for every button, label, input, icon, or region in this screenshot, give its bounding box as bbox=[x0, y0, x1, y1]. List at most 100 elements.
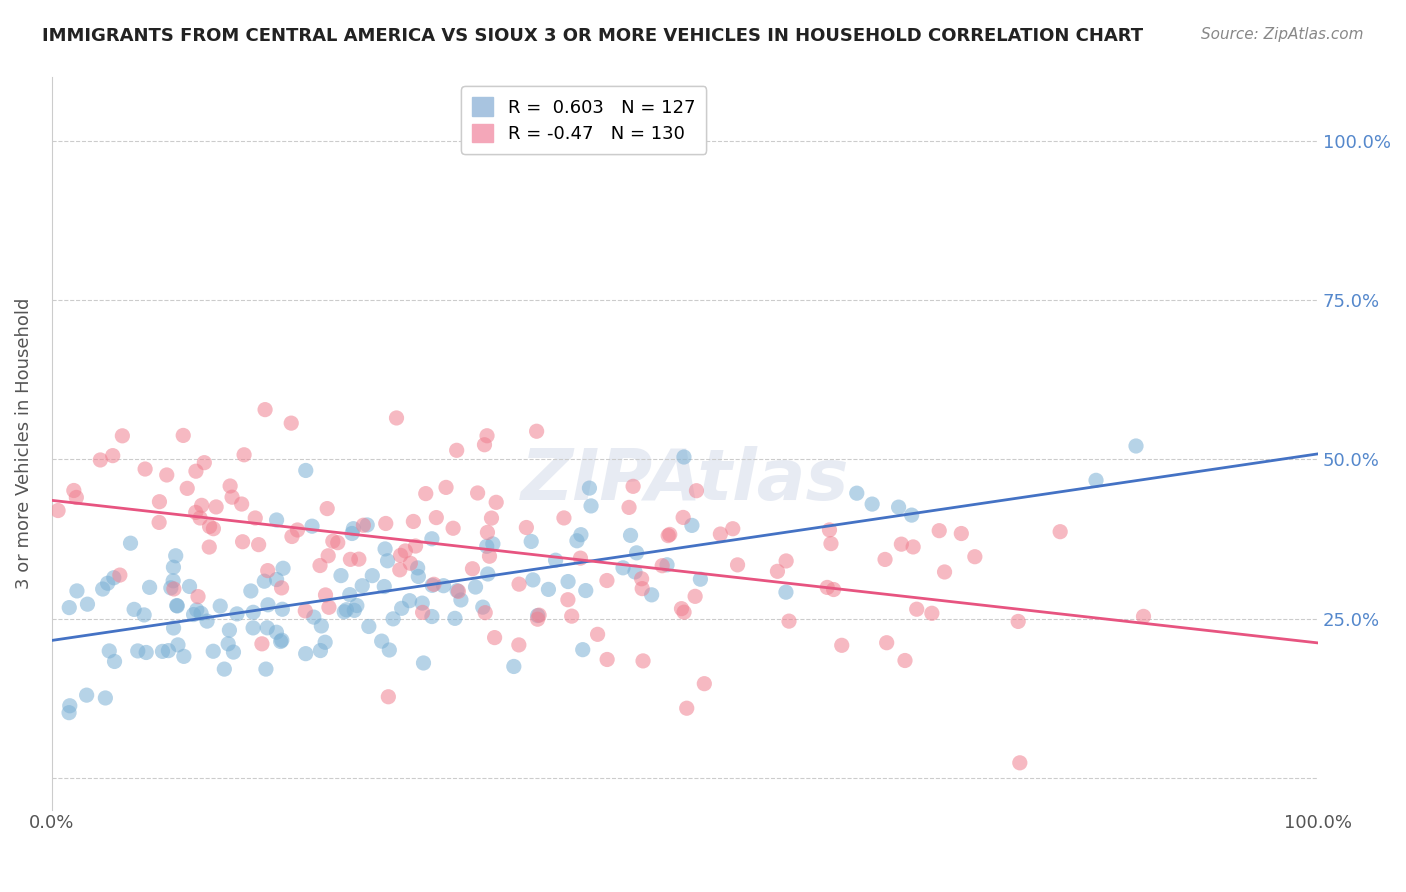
Point bbox=[271, 602, 294, 616]
Point bbox=[887, 500, 910, 515]
Point bbox=[631, 654, 654, 668]
Point bbox=[651, 558, 673, 573]
Point bbox=[157, 643, 180, 657]
Point bbox=[484, 631, 506, 645]
Point bbox=[420, 609, 443, 624]
Point bbox=[242, 605, 264, 619]
Point bbox=[1132, 609, 1154, 624]
Point bbox=[198, 519, 221, 533]
Point bbox=[399, 556, 422, 570]
Point bbox=[184, 505, 207, 519]
Point bbox=[239, 584, 262, 599]
Point bbox=[148, 494, 170, 508]
Point bbox=[934, 565, 956, 579]
Point bbox=[471, 600, 494, 615]
Point bbox=[103, 655, 125, 669]
Point bbox=[339, 552, 361, 566]
Point bbox=[326, 535, 349, 549]
Point bbox=[330, 568, 353, 582]
Point bbox=[152, 644, 174, 658]
Point bbox=[1125, 439, 1147, 453]
Point bbox=[617, 500, 640, 515]
Point bbox=[389, 549, 412, 563]
Point bbox=[402, 515, 425, 529]
Point bbox=[477, 566, 499, 581]
Point bbox=[374, 541, 396, 556]
Point bbox=[475, 539, 498, 553]
Point bbox=[905, 602, 928, 616]
Point bbox=[831, 638, 853, 652]
Point bbox=[202, 644, 225, 658]
Text: ZIPAtlas: ZIPAtlas bbox=[520, 446, 849, 515]
Point bbox=[394, 544, 416, 558]
Point bbox=[579, 499, 602, 513]
Point bbox=[596, 652, 619, 666]
Point bbox=[527, 608, 550, 623]
Text: IMMIGRANTS FROM CENTRAL AMERICA VS SIOUX 3 OR MORE VEHICLES IN HOUSEHOLD CORRELA: IMMIGRANTS FROM CENTRAL AMERICA VS SIOUX… bbox=[42, 27, 1143, 45]
Point bbox=[391, 601, 413, 615]
Point bbox=[135, 645, 157, 659]
Point bbox=[447, 584, 470, 599]
Point bbox=[405, 539, 427, 553]
Point bbox=[901, 540, 924, 554]
Point bbox=[689, 572, 711, 586]
Point bbox=[461, 562, 484, 576]
Point bbox=[254, 402, 277, 417]
Point bbox=[446, 443, 468, 458]
Point bbox=[316, 549, 339, 563]
Point bbox=[98, 644, 121, 658]
Point bbox=[619, 528, 641, 542]
Point bbox=[214, 662, 236, 676]
Point bbox=[352, 579, 374, 593]
Point bbox=[464, 580, 486, 594]
Point bbox=[820, 536, 842, 550]
Point bbox=[281, 529, 304, 543]
Point bbox=[522, 573, 544, 587]
Point bbox=[434, 480, 457, 494]
Point bbox=[148, 516, 170, 530]
Point bbox=[202, 522, 225, 536]
Point bbox=[314, 635, 336, 649]
Point bbox=[138, 580, 160, 594]
Point bbox=[89, 453, 111, 467]
Point bbox=[134, 607, 156, 622]
Point bbox=[374, 516, 396, 531]
Point bbox=[186, 603, 208, 617]
Point bbox=[97, 576, 120, 591]
Point bbox=[266, 573, 288, 587]
Point bbox=[209, 599, 232, 613]
Point bbox=[63, 483, 86, 498]
Point bbox=[963, 549, 986, 564]
Point bbox=[775, 554, 797, 568]
Point bbox=[478, 549, 501, 564]
Point bbox=[222, 645, 245, 659]
Point bbox=[475, 429, 498, 443]
Point bbox=[675, 701, 697, 715]
Point bbox=[315, 588, 337, 602]
Point bbox=[339, 588, 361, 602]
Point bbox=[621, 479, 644, 493]
Point bbox=[176, 481, 198, 495]
Point bbox=[432, 579, 454, 593]
Point bbox=[256, 621, 278, 635]
Point bbox=[65, 491, 87, 505]
Point bbox=[446, 583, 468, 598]
Point bbox=[59, 698, 82, 713]
Point bbox=[266, 625, 288, 640]
Point bbox=[860, 497, 883, 511]
Point bbox=[301, 519, 323, 533]
Point bbox=[474, 606, 496, 620]
Point bbox=[520, 534, 543, 549]
Point bbox=[167, 638, 190, 652]
Point bbox=[467, 486, 489, 500]
Point bbox=[318, 600, 340, 615]
Point bbox=[921, 607, 943, 621]
Point bbox=[198, 540, 221, 554]
Point bbox=[266, 513, 288, 527]
Point bbox=[280, 416, 302, 430]
Point bbox=[370, 634, 392, 648]
Point bbox=[352, 518, 374, 533]
Point bbox=[311, 619, 333, 633]
Point bbox=[342, 522, 364, 536]
Point bbox=[195, 614, 218, 628]
